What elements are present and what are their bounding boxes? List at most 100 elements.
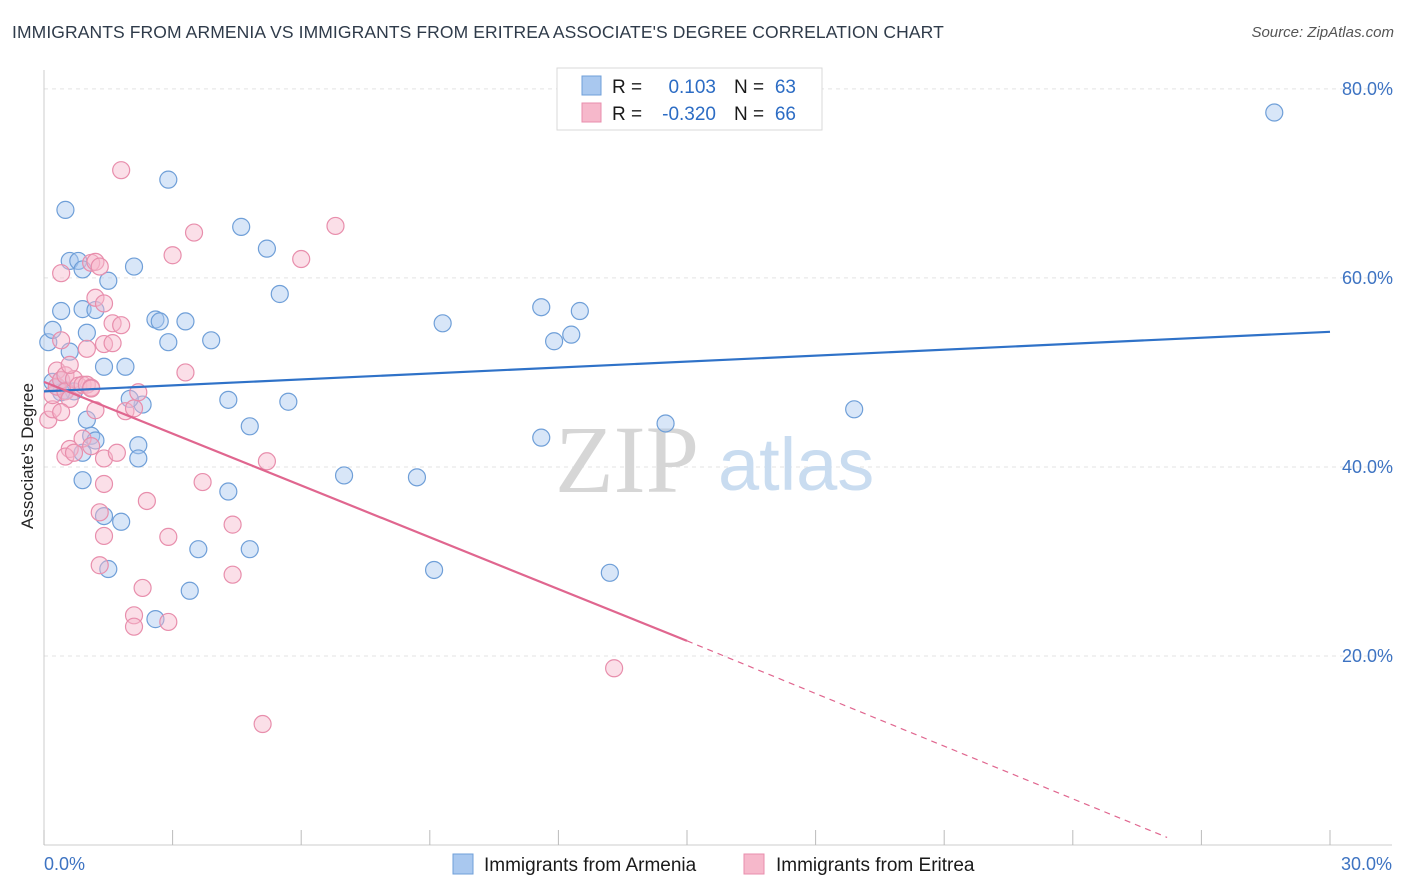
armenia-point <box>73 471 92 490</box>
armenia-point <box>407 468 427 487</box>
watermark-atlas: atlas <box>718 423 874 506</box>
eritrea-point <box>56 366 75 385</box>
y-tick-label-80: 80.0% <box>1342 79 1393 99</box>
armenia-point <box>73 300 92 319</box>
eritrea-point <box>163 246 182 265</box>
eritrea-point <box>94 474 114 494</box>
armenia-point <box>202 331 221 350</box>
eritrea-point <box>124 399 144 418</box>
gridlines <box>44 88 1392 657</box>
armenia-point <box>124 257 144 276</box>
legend-n-value-eritrea: 66 <box>775 104 796 125</box>
eritrea-point <box>52 331 71 350</box>
armenia-point <box>334 466 354 485</box>
legend-top: R = 0.103 N = 63 R = -0.320 N = 66 <box>556 67 823 131</box>
legend-bottom-armenia-swatch <box>452 853 474 875</box>
armenia-point <box>77 323 96 342</box>
eritrea-points <box>39 161 624 734</box>
legend-bottom-armenia-label: Immigrants from Armenia <box>484 855 697 876</box>
armenia-point <box>159 333 178 352</box>
eritrea-point <box>223 515 242 534</box>
y-tick-labels: 20.0% 40.0% 60.0% 80.0% <box>1342 79 1393 666</box>
armenia-point <box>433 314 452 333</box>
eritrea-point <box>94 526 114 546</box>
armenia-point <box>845 400 864 419</box>
eritrea-point <box>184 223 204 242</box>
armenia-point <box>219 390 238 409</box>
eritrea-point <box>159 527 178 546</box>
armenia-point <box>600 563 619 582</box>
eritrea-point <box>52 264 71 283</box>
armenia-point <box>159 170 178 189</box>
legend-r-label-1: R = <box>612 77 642 98</box>
legend-n-label-2: N = <box>734 104 764 125</box>
y-axis-label: Associate's Degree <box>18 383 37 529</box>
armenia-point <box>116 357 135 376</box>
watermark-zip: ZIP <box>555 406 699 513</box>
armenia-point <box>424 560 444 580</box>
eritrea-point <box>56 447 75 466</box>
armenia-point <box>570 301 589 321</box>
armenia-trend-line <box>43 330 1331 393</box>
armenia-point <box>232 217 251 236</box>
legend-n-label-1: N = <box>734 77 764 98</box>
eritrea-point <box>82 437 101 456</box>
eritrea-point <box>193 472 212 492</box>
eritrea-point <box>90 503 109 522</box>
y-tick-label-20: 20.0% <box>1342 646 1393 666</box>
legend-armenia-swatch <box>581 75 602 96</box>
eritrea-point <box>137 491 156 511</box>
eritrea-point <box>176 363 195 382</box>
armenia-point <box>176 312 195 331</box>
eritrea-point <box>112 316 131 335</box>
x-axis-ticks <box>43 830 1331 845</box>
eritrea-point <box>112 161 131 180</box>
eritrea-point <box>64 443 84 462</box>
legend-r-label-2: R = <box>612 104 642 125</box>
armenia-point <box>279 392 298 411</box>
eritrea-point <box>60 355 79 374</box>
eritrea-point <box>326 216 345 236</box>
armenia-point <box>94 357 114 376</box>
eritrea-point <box>77 339 96 358</box>
trend-lines <box>43 330 1331 838</box>
armenia-point <box>562 325 581 344</box>
eritrea-point <box>257 452 277 471</box>
armenia-point <box>656 414 675 433</box>
armenia-point <box>1265 103 1284 122</box>
armenia-point <box>129 436 148 455</box>
eritrea-point <box>292 249 311 269</box>
armenia-point <box>545 332 564 351</box>
chart-source: Source: ZipAtlas.com <box>1251 24 1394 41</box>
armenia-point <box>270 284 289 304</box>
legend-r-value-eritrea: -0.320 <box>662 104 716 125</box>
eritrea-point <box>90 257 109 276</box>
eritrea-point <box>253 714 272 734</box>
legend-bottom: Immigrants from Armenia Immigrants from … <box>452 853 975 876</box>
eritrea-point <box>90 556 109 575</box>
armenia-point <box>129 449 148 468</box>
eritrea-point <box>605 659 624 678</box>
armenia-point <box>189 540 208 559</box>
armenia-point <box>219 482 238 501</box>
eritrea-trend-extrapolation <box>686 640 1168 838</box>
armenia-point <box>112 512 131 531</box>
x-tick-label-min: 0.0% <box>44 854 85 874</box>
armenia-point <box>240 540 259 559</box>
eritrea-point <box>133 578 152 598</box>
legend-n-value-armenia: 63 <box>775 77 796 98</box>
armenia-point <box>532 428 551 447</box>
legend-r-value-armenia: 0.103 <box>668 77 716 98</box>
chart-title: IMMIGRANTS FROM ARMENIA VS IMMIGRANTS FR… <box>12 22 944 42</box>
armenia-point <box>532 298 551 317</box>
legend-bottom-eritrea-swatch <box>743 853 765 875</box>
eritrea-trend-line <box>43 380 688 642</box>
eritrea-point <box>107 443 126 462</box>
armenia-point <box>180 581 199 600</box>
eritrea-point <box>124 617 144 636</box>
x-tick-label-max: 30.0% <box>1341 854 1392 874</box>
armenia-point <box>52 301 71 321</box>
eritrea-point <box>94 294 114 313</box>
armenia-point <box>240 417 259 436</box>
